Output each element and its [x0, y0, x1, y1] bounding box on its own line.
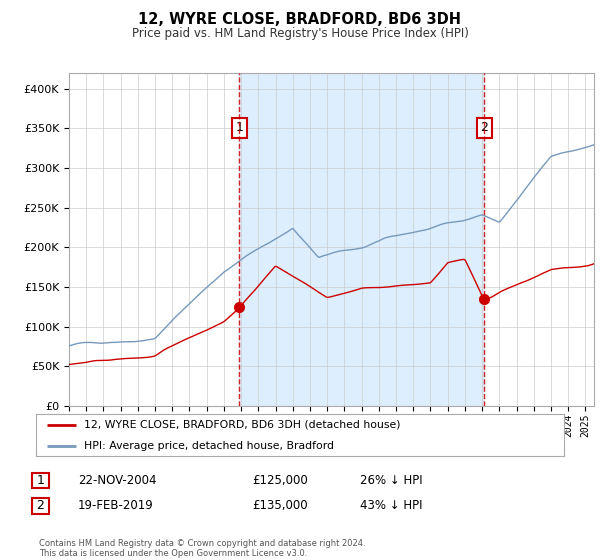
Text: 26% ↓ HPI: 26% ↓ HPI: [360, 474, 422, 487]
Text: This data is licensed under the Open Government Licence v3.0.: This data is licensed under the Open Gov…: [39, 549, 307, 558]
Text: 22-NOV-2004: 22-NOV-2004: [78, 474, 157, 487]
Text: Price paid vs. HM Land Registry's House Price Index (HPI): Price paid vs. HM Land Registry's House …: [131, 27, 469, 40]
Text: 12, WYRE CLOSE, BRADFORD, BD6 3DH: 12, WYRE CLOSE, BRADFORD, BD6 3DH: [139, 12, 461, 27]
Text: 19-FEB-2019: 19-FEB-2019: [78, 499, 154, 512]
Text: 12, WYRE CLOSE, BRADFORD, BD6 3DH (detached house): 12, WYRE CLOSE, BRADFORD, BD6 3DH (detac…: [83, 420, 400, 430]
Text: Contains HM Land Registry data © Crown copyright and database right 2024.: Contains HM Land Registry data © Crown c…: [39, 539, 365, 548]
Text: £125,000: £125,000: [252, 474, 308, 487]
Text: HPI: Average price, detached house, Bradford: HPI: Average price, detached house, Brad…: [83, 441, 334, 451]
Text: 2: 2: [481, 122, 488, 134]
Bar: [239, 73, 484, 406]
Text: 1: 1: [235, 122, 244, 134]
Text: 43% ↓ HPI: 43% ↓ HPI: [360, 499, 422, 512]
Text: 2: 2: [36, 499, 44, 512]
Text: 1: 1: [36, 474, 44, 487]
Text: £135,000: £135,000: [252, 499, 308, 512]
